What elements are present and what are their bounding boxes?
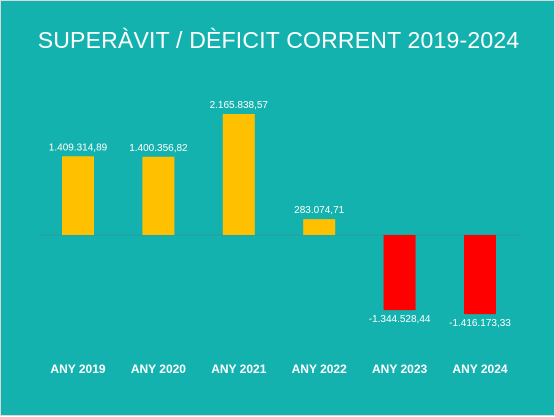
bar-any-2019 <box>62 156 94 235</box>
category-label: ANY 2019 <box>50 362 105 376</box>
category-label: ANY 2023 <box>372 362 427 376</box>
bar-any-2021 <box>222 114 255 235</box>
category-label: ANY 2022 <box>292 362 347 376</box>
bar-any-2020 <box>142 156 175 235</box>
category-label: ANY 2024 <box>452 362 507 376</box>
data-label: 1.409.314,89 <box>49 142 108 153</box>
data-label: -1.416.173,33 <box>449 318 511 329</box>
data-label: 283.074,71 <box>294 205 344 216</box>
bar-any-2023 <box>383 235 416 311</box>
category-label: ANY 2021 <box>211 362 266 376</box>
data-label: -1.344.528,44 <box>369 314 431 325</box>
bar-any-2022 <box>303 219 336 235</box>
data-label: 2.165.838,57 <box>210 100 269 111</box>
category-label: ANY 2020 <box>131 362 186 376</box>
bar-any-2024 <box>464 235 496 315</box>
chart-title: SUPERÀVIT / DÈFICIT CORRENT 2019-2024 <box>37 27 520 53</box>
data-label: 1.400.356,82 <box>129 143 188 154</box>
